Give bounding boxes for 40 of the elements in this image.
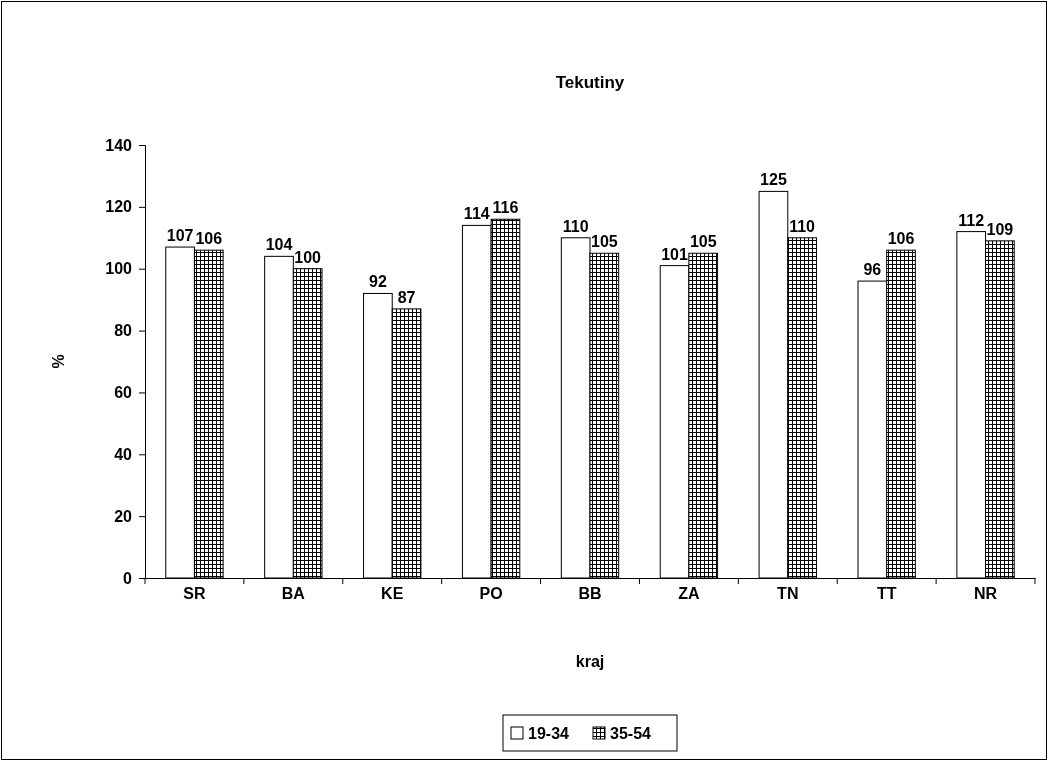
data-label: 110 [789, 217, 816, 235]
y-tick-label: 20 [114, 507, 133, 525]
x-tick-label: KE [381, 585, 404, 602]
data-label: 96 [863, 261, 882, 279]
legend-label: 35-54 [610, 725, 652, 742]
y-tick-label: 0 [123, 569, 133, 587]
x-tick-label: PO [479, 585, 503, 602]
data-label: 114 [463, 205, 490, 223]
y-axis-title: % [50, 354, 67, 369]
x-axis-title: kraj [575, 653, 605, 670]
y-tick-label: 140 [105, 136, 133, 154]
chart-title: Tekutiny [555, 73, 625, 92]
y-tick-label: 60 [114, 384, 133, 402]
data-label: 125 [760, 171, 787, 189]
data-label: 106 [887, 230, 915, 248]
data-label: 101 [661, 245, 688, 263]
data-label: 105 [590, 233, 618, 251]
data-label: 105 [689, 233, 717, 251]
data-label: 104 [265, 236, 293, 254]
x-tick-label: TN [777, 585, 799, 602]
data-label: 107 [166, 227, 194, 245]
y-tick-label: 100 [105, 260, 133, 278]
data-label: 87 [397, 288, 416, 306]
data-label: 106 [195, 230, 223, 248]
data-label: 116 [492, 199, 519, 217]
x-tick-label: NR [974, 585, 998, 602]
y-tick-label: 80 [114, 322, 133, 340]
legend-label: 19-34 [528, 725, 570, 742]
y-tick-label: 120 [105, 198, 133, 216]
data-label: 112 [958, 211, 985, 229]
x-tick-label: TT [876, 585, 897, 602]
y-tick-label: 40 [114, 445, 133, 463]
x-tick-label: SR [183, 585, 206, 602]
x-tick-label: BB [578, 585, 602, 602]
data-label: 100 [294, 248, 322, 266]
x-tick-label: BA [281, 585, 306, 602]
data-label: 92 [368, 273, 387, 291]
x-tick-label: ZA [678, 585, 700, 602]
data-label: 110 [562, 217, 589, 235]
data-label: 109 [986, 220, 1014, 238]
